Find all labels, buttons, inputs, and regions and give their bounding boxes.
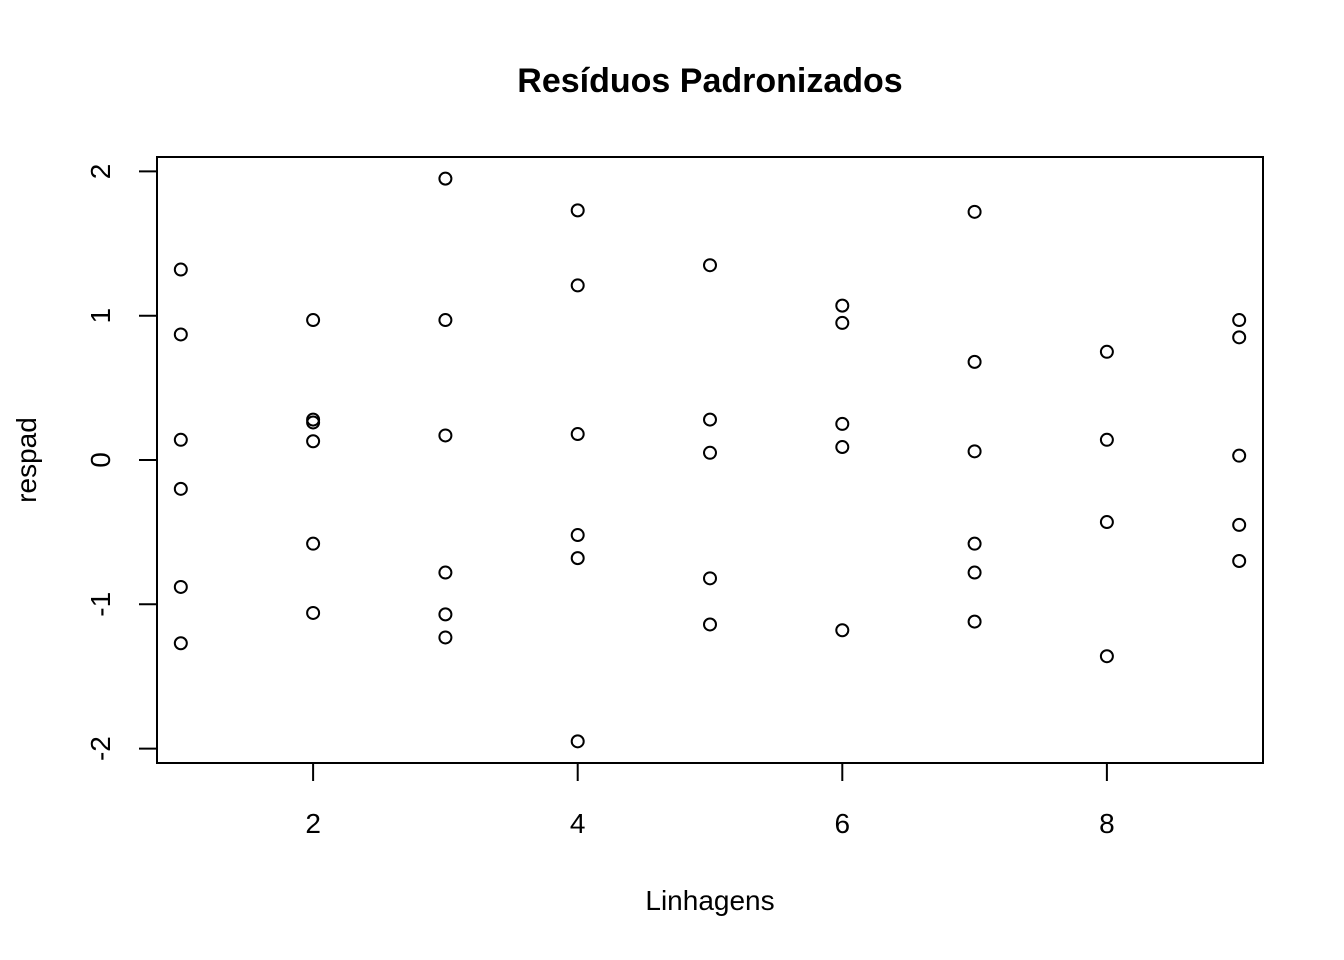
data-point-12 (438, 171, 453, 186)
data-point-37 (967, 536, 982, 551)
x-tick-label-0: 2 (305, 808, 321, 839)
y-tick-label-0: -2 (85, 736, 116, 761)
data-point-32 (835, 440, 850, 455)
data-point-25 (703, 412, 717, 427)
data-point-4 (173, 579, 188, 594)
x-tick-label-1: 4 (570, 808, 586, 839)
data-point-9 (306, 434, 321, 449)
y-tick-label-3: 1 (85, 308, 116, 324)
y-axis-label: respad (11, 417, 42, 503)
data-point-42 (1099, 515, 1114, 530)
data-point-48 (1232, 554, 1247, 568)
chart-title: Resíduos Padronizados (517, 62, 902, 100)
data-point-19 (570, 278, 585, 293)
data-point-0 (173, 262, 188, 277)
data-point-23 (570, 734, 585, 749)
data-point-35 (967, 354, 982, 369)
data-point-14 (438, 428, 453, 443)
data-point-44 (1232, 313, 1247, 328)
x-axis-label: Linhagens (645, 885, 774, 916)
data-point-45 (1232, 330, 1247, 345)
data-point-26 (703, 445, 717, 460)
data-point-16 (438, 607, 453, 622)
y-tick-label-4: 2 (85, 164, 116, 180)
data-point-1 (173, 327, 188, 342)
data-point-40 (1099, 344, 1114, 359)
data-point-43 (1099, 649, 1114, 664)
data-point-38 (967, 565, 982, 580)
data-point-17 (438, 630, 453, 645)
data-point-47 (1232, 517, 1247, 532)
data-point-2 (173, 432, 188, 447)
plot-frame (156, 156, 1264, 764)
data-point-28 (703, 617, 717, 632)
data-point-13 (438, 313, 453, 328)
data-point-5 (173, 636, 188, 651)
data-point-20 (570, 427, 585, 442)
data-point-33 (835, 623, 850, 638)
data-point-15 (438, 565, 453, 580)
data-point-41 (1099, 432, 1114, 447)
data-point-24 (703, 258, 717, 273)
data-point-18 (570, 203, 585, 218)
data-point-39 (967, 614, 982, 629)
x-axis: 2 4 6 8 (305, 763, 1115, 839)
data-point-21 (570, 528, 585, 543)
data-point-31 (835, 416, 850, 431)
data-point-8 (306, 415, 321, 430)
data-point-34 (967, 204, 982, 219)
y-axis: -2 -1 0 1 2 (85, 164, 157, 761)
data-point-22 (570, 551, 585, 566)
data-point-6 (306, 313, 321, 328)
data-point-11 (306, 605, 321, 620)
data-points (173, 171, 1247, 749)
data-point-36 (967, 444, 982, 459)
y-tick-label-1: -1 (85, 592, 116, 617)
data-point-3 (173, 481, 188, 496)
x-tick-label-2: 6 (835, 808, 851, 839)
data-point-27 (703, 571, 717, 586)
data-point-46 (1232, 448, 1247, 463)
x-tick-label-3: 8 (1099, 808, 1115, 839)
data-point-10 (306, 536, 321, 551)
data-point-30 (835, 315, 850, 330)
data-point-29 (835, 298, 850, 313)
y-tick-label-2: 0 (85, 452, 116, 468)
